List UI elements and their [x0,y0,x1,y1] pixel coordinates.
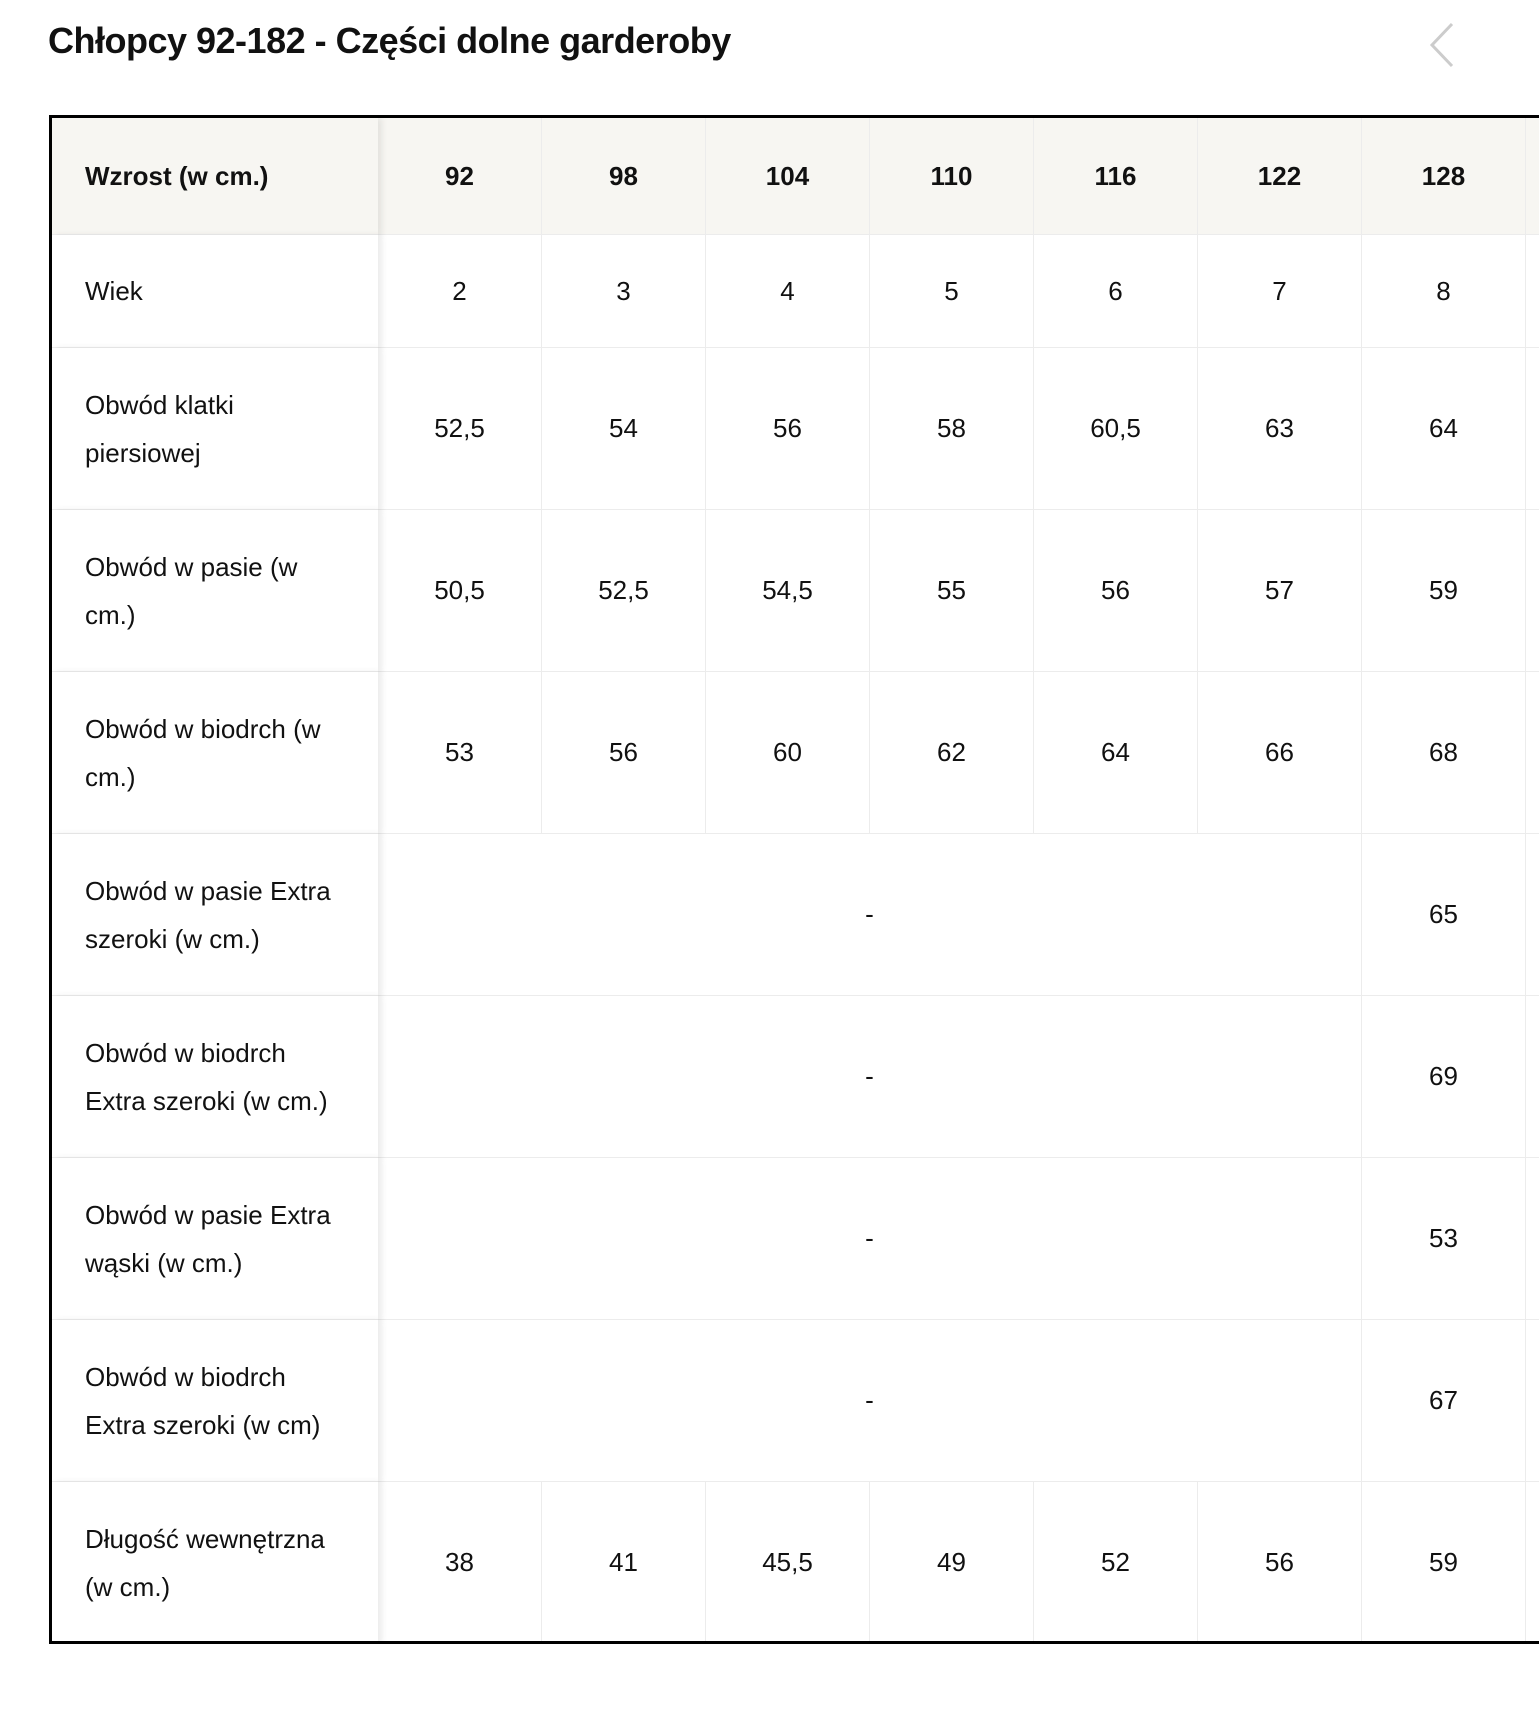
value-cell: 38 [378,1482,542,1641]
value-cell: 3 [542,235,706,348]
header-cell: 128 [1362,118,1526,235]
header-cell: 92 [378,118,542,235]
row-label: Obwód klatki piersiowej [52,348,378,510]
row-label: Obwód w pasie (w cm.) [52,510,378,672]
value-cell: 66 [1198,672,1362,834]
value-cell: 50,5 [378,510,542,672]
value-cell: 45,5 [706,1482,870,1641]
value-cell: 59 [1362,510,1526,672]
value-cell [1526,1158,1539,1320]
value-cell [1526,348,1539,510]
row-label: Obwód w biodrch Extra szeroki (w cm) [52,1320,378,1482]
value-cell: 56 [706,348,870,510]
value-cell: 5 [870,235,1034,348]
row-label: Obwód w biodrch (w cm.) [52,672,378,834]
value-cell: 56 [1198,1482,1362,1641]
value-cell: 6 [1034,235,1198,348]
value-cell: 56 [542,672,706,834]
value-cell: - [378,834,1362,996]
header-cell: 98 [542,118,706,235]
value-cell [1526,834,1539,996]
value-cell: - [378,1320,1362,1482]
value-cell: 52,5 [378,348,542,510]
value-cell: 4 [706,235,870,348]
value-cell: 53 [378,672,542,834]
value-cell: 57 [1198,510,1362,672]
value-cell: 56 [1034,510,1198,672]
value-cell [1526,1482,1539,1641]
value-cell: 49 [870,1482,1034,1641]
back-button[interactable] [1422,20,1462,70]
value-cell: 67 [1362,1320,1526,1482]
value-cell: 55 [870,510,1034,672]
row-label: Obwód w pasie Extra szeroki (w cm.) [52,834,378,996]
size-table: Wzrost (w cm.) 92 98 104 110 116 122 128 Wiek 2 3 4… [49,115,1539,1644]
value-cell: 52,5 [542,510,706,672]
value-cell: - [378,996,1362,1158]
value-cell: - [378,1158,1362,1320]
row-label: Długość wewnętrzna (w cm.) [52,1482,378,1641]
value-cell: 41 [542,1482,706,1641]
header-cell: 110 [870,118,1034,235]
value-cell: 63 [1198,348,1362,510]
value-cell [1526,672,1539,834]
row-label: Wiek [52,235,378,348]
value-cell: 62 [870,672,1034,834]
value-cell [1526,510,1539,672]
value-cell: 8 [1362,235,1526,348]
value-cell: 53 [1362,1158,1526,1320]
page-title: Chłopcy 92-182 - Części dolne garderoby [48,20,731,61]
header-cell: 116 [1034,118,1198,235]
value-cell [1526,235,1539,348]
value-cell: 59 [1362,1482,1526,1641]
value-cell: 2 [378,235,542,348]
value-cell [1526,1320,1539,1482]
value-cell: 54,5 [706,510,870,672]
value-cell: 65 [1362,834,1526,996]
value-cell: 58 [870,348,1034,510]
header-cell: 122 [1198,118,1362,235]
value-cell: 7 [1198,235,1362,348]
value-cell: 60 [706,672,870,834]
row-label: Obwód w pasie Extra wąski (w cm.) [52,1158,378,1320]
value-cell: 52 [1034,1482,1198,1641]
row-label: Obwód w biodrch Extra szeroki (w cm.) [52,996,378,1158]
value-cell: 64 [1034,672,1198,834]
value-cell: 69 [1362,996,1526,1158]
value-cell [1526,996,1539,1158]
header-cell [1526,118,1539,235]
header-cell: Wzrost (w cm.) [52,118,378,235]
value-cell: 68 [1362,672,1526,834]
value-cell: 54 [542,348,706,510]
header-cell: 104 [706,118,870,235]
value-cell: 60,5 [1034,348,1198,510]
value-cell: 64 [1362,348,1526,510]
